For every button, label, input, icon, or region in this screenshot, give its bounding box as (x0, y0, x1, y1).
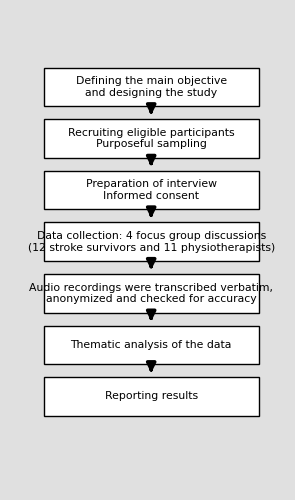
FancyBboxPatch shape (44, 120, 259, 158)
Text: Recruiting eligible participants
Purposeful sampling: Recruiting eligible participants Purpose… (68, 128, 235, 150)
Text: Defining the main objective
and designing the study: Defining the main objective and designin… (76, 76, 227, 98)
FancyBboxPatch shape (44, 68, 259, 106)
Text: Thematic analysis of the data: Thematic analysis of the data (71, 340, 232, 350)
FancyBboxPatch shape (44, 171, 259, 209)
Text: Reporting results: Reporting results (105, 392, 198, 402)
Text: Preparation of interview
Informed consent: Preparation of interview Informed consen… (86, 180, 217, 201)
FancyBboxPatch shape (44, 274, 259, 312)
FancyBboxPatch shape (44, 222, 259, 261)
FancyBboxPatch shape (44, 326, 259, 364)
Text: Data collection: 4 focus group discussions
(12 stroke survivors and 11 physiothe: Data collection: 4 focus group discussio… (27, 231, 275, 252)
Text: Audio recordings were transcribed verbatim,
anonymized and checked for accuracy: Audio recordings were transcribed verbat… (29, 282, 273, 304)
FancyBboxPatch shape (44, 377, 259, 416)
